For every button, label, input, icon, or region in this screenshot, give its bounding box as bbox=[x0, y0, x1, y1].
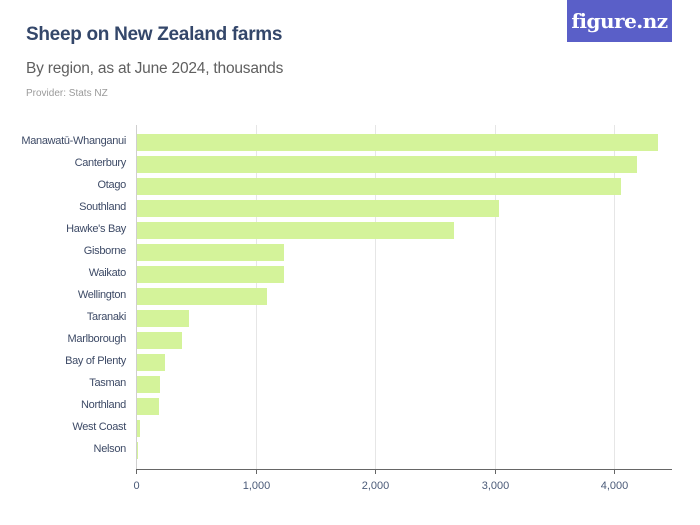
category-label: Waikato bbox=[88, 267, 127, 279]
x-tick-label: 3,000 bbox=[481, 480, 510, 492]
category-label: West Coast bbox=[72, 421, 126, 433]
category-label: Wellington bbox=[77, 289, 126, 301]
category-label: Nelson bbox=[93, 443, 127, 455]
bar bbox=[137, 354, 165, 371]
x-tick bbox=[256, 469, 257, 474]
chart-title: Sheep on New Zealand farms bbox=[26, 24, 283, 45]
y-axis-line bbox=[136, 125, 137, 469]
bar bbox=[137, 266, 284, 283]
x-tick-label: 2,000 bbox=[361, 480, 390, 492]
x-tick-label: 1,000 bbox=[242, 480, 271, 492]
x-tick bbox=[495, 469, 496, 474]
bar bbox=[137, 442, 138, 459]
category-label: Manawatū-Whanganui bbox=[21, 135, 126, 147]
bar bbox=[137, 200, 499, 217]
bar bbox=[137, 134, 658, 151]
category-label: Hawke's Bay bbox=[66, 223, 126, 235]
gridline bbox=[495, 125, 496, 469]
category-label: Gisborne bbox=[83, 245, 127, 257]
x-tick-label: 0 bbox=[133, 480, 140, 492]
x-tick bbox=[136, 469, 137, 474]
bar bbox=[137, 376, 160, 393]
x-tick bbox=[614, 469, 615, 474]
category-label: Canterbury bbox=[74, 157, 127, 169]
category-label: Taranaki bbox=[86, 311, 126, 323]
bar bbox=[137, 420, 140, 437]
category-label: Southland bbox=[79, 201, 126, 213]
x-axis-line bbox=[136, 469, 672, 470]
bar bbox=[137, 398, 159, 415]
bar bbox=[137, 288, 267, 305]
gridline bbox=[614, 125, 615, 469]
category-label: Otago bbox=[97, 179, 127, 191]
bar bbox=[137, 310, 189, 327]
bar bbox=[137, 156, 637, 173]
x-tick-label: 4,000 bbox=[600, 480, 629, 492]
chart-subtitle: By region, as at June 2024, thousands bbox=[26, 60, 284, 77]
bar bbox=[137, 244, 284, 261]
category-label: Northland bbox=[81, 399, 126, 411]
category-label: Tasman bbox=[89, 377, 126, 389]
category-label: Bay of Plenty bbox=[65, 355, 126, 367]
gridline bbox=[375, 125, 376, 469]
provider-label: Provider: Stats NZ bbox=[26, 88, 108, 99]
figure-nz-logo[interactable]: figure.nz bbox=[567, 0, 672, 42]
category-label: Marlborough bbox=[67, 333, 127, 345]
bar bbox=[137, 222, 454, 239]
x-tick bbox=[375, 469, 376, 474]
bar bbox=[137, 178, 621, 195]
bar bbox=[137, 332, 182, 349]
